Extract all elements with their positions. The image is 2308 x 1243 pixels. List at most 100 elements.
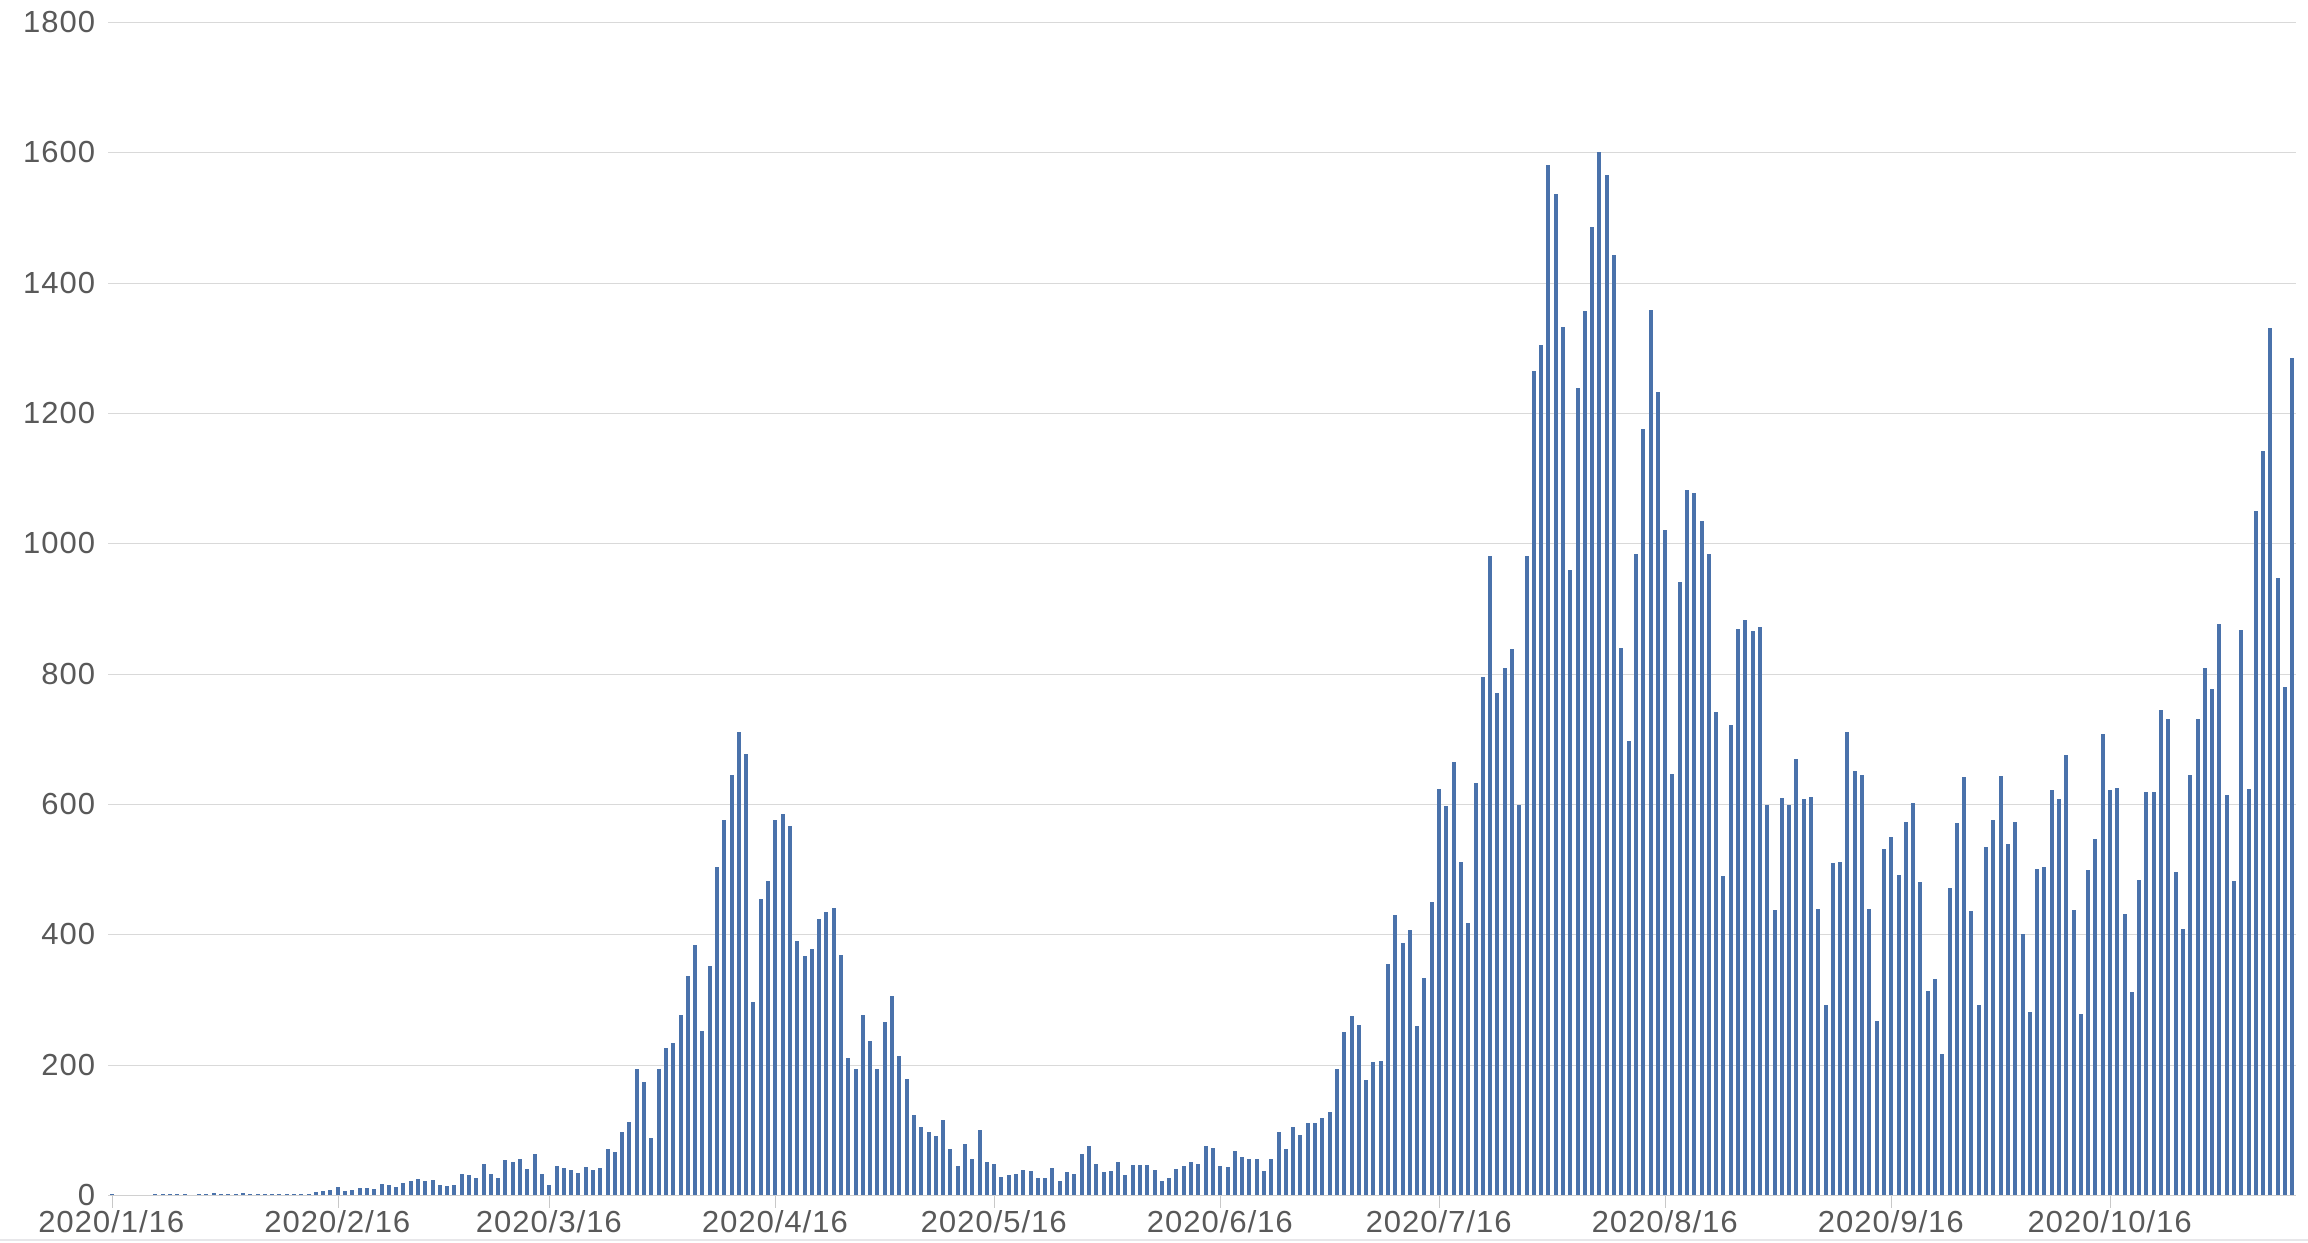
bar-day-197 — [1546, 165, 1551, 1195]
bar-day-77 — [671, 1043, 676, 1195]
x-axis-tick-mark — [337, 1195, 339, 1208]
bar-day-14 — [211, 1193, 216, 1195]
bar-day-186 — [1466, 922, 1471, 1195]
bar-day-212 — [1655, 392, 1660, 1195]
bar-day-275 — [2115, 788, 2120, 1195]
bar-day-214 — [1670, 774, 1675, 1195]
bar-day-8 — [167, 1194, 172, 1195]
bar-day-47 — [452, 1184, 457, 1195]
bar-day-27 — [306, 1193, 311, 1195]
bar-day-160 — [1276, 1132, 1281, 1195]
bar-day-204 — [1597, 151, 1602, 1195]
bar-day-131 — [1065, 1171, 1070, 1195]
bar-day-44 — [430, 1180, 435, 1195]
bar-day-117 — [962, 1143, 967, 1195]
bar-day-148 — [1189, 1162, 1194, 1195]
x-axis-line — [108, 1195, 2296, 1196]
bar-day-193 — [1517, 805, 1522, 1195]
bar-day-144 — [1159, 1181, 1164, 1195]
bar-day-154 — [1232, 1150, 1237, 1195]
gridline-1800 — [108, 22, 2296, 23]
bar-day-119 — [977, 1129, 982, 1195]
bar-day-221 — [1721, 876, 1726, 1195]
y-axis-tick-label: 1400 — [23, 264, 96, 300]
bar-day-255 — [1969, 910, 1974, 1195]
x-axis-tick-label: 2020/3/16 — [475, 1204, 623, 1239]
bar-day-162 — [1291, 1126, 1296, 1195]
bar-day-106 — [882, 1021, 887, 1195]
x-axis-tick-mark — [111, 1195, 113, 1208]
bar-day-86 — [736, 732, 741, 1195]
bar-day-296 — [2268, 327, 2273, 1195]
bar-day-187 — [1473, 783, 1478, 1195]
bar-day-65 — [583, 1166, 588, 1195]
bar-day-123 — [1006, 1174, 1011, 1195]
bar-day-274 — [2108, 790, 2113, 1195]
bar-day-181 — [1429, 901, 1434, 1195]
bar-day-271 — [2086, 869, 2091, 1195]
y-axis-tick-label: 1600 — [23, 134, 96, 170]
bar-day-15 — [219, 1193, 224, 1195]
bar-day-24 — [284, 1193, 289, 1195]
bar-day-210 — [1641, 428, 1646, 1195]
bar-day-279 — [2144, 792, 2149, 1195]
bar-day-178 — [1407, 929, 1412, 1195]
bar-day-230 — [1787, 804, 1792, 1195]
bar-day-229 — [1779, 798, 1784, 1195]
x-axis-tick-mark — [775, 1195, 777, 1208]
y-axis-tick-label: 200 — [41, 1046, 96, 1082]
bar-day-104 — [868, 1041, 873, 1195]
bar-day-263 — [2027, 1011, 2032, 1195]
bar-day-10 — [182, 1194, 187, 1195]
bar-day-110 — [911, 1114, 916, 1195]
bar-day-291 — [2232, 880, 2236, 1195]
bar-day-156 — [1247, 1158, 1252, 1195]
x-axis-tick-mark — [549, 1195, 551, 1208]
bar-day-7 — [160, 1194, 165, 1195]
bar-day-66 — [591, 1169, 595, 1195]
bar-day-56 — [518, 1159, 523, 1195]
bar-day-297 — [2275, 577, 2280, 1195]
bar-day-149 — [1196, 1164, 1201, 1195]
x-axis-tick-mark — [1439, 1195, 1441, 1208]
bar-day-251 — [1940, 1054, 1945, 1195]
x-axis-tick-mark — [2110, 1195, 2112, 1208]
bar-day-60 — [547, 1185, 552, 1195]
bar-day-138 — [1116, 1162, 1121, 1195]
bar-day-111 — [919, 1126, 924, 1195]
bar-day-286 — [2195, 718, 2200, 1195]
bar-day-87 — [744, 753, 749, 1195]
bar-day-188 — [1480, 676, 1485, 1195]
bar-day-208 — [1626, 740, 1631, 1195]
bar-day-98 — [824, 912, 829, 1195]
bar-day-121 — [992, 1163, 997, 1195]
x-axis-tick-label: 2020/5/16 — [920, 1204, 1068, 1239]
bar-day-25 — [291, 1194, 296, 1195]
bar-day-254 — [1962, 777, 1967, 1195]
bar-day-29 — [321, 1191, 326, 1195]
bar-day-120 — [984, 1161, 989, 1195]
bar-day-241 — [1867, 908, 1872, 1195]
bar-day-136 — [1101, 1172, 1106, 1195]
bar-day-198 — [1553, 194, 1558, 1195]
bar-day-299 — [2290, 358, 2295, 1195]
gridline-200 — [108, 1064, 2296, 1066]
bar-day-6 — [153, 1194, 158, 1195]
gridline-1400 — [108, 282, 2296, 284]
bar-day-49 — [467, 1174, 472, 1195]
bar-day-128 — [1043, 1178, 1048, 1195]
bar-day-267 — [2056, 799, 2061, 1195]
bar-day-101 — [846, 1058, 851, 1195]
gridline-600 — [108, 804, 2296, 805]
bar-day-205 — [1604, 175, 1609, 1195]
bar-day-285 — [2188, 775, 2193, 1195]
bar-day-224 — [1743, 619, 1748, 1195]
bar-day-114 — [941, 1120, 946, 1195]
bar-day-261 — [2013, 821, 2018, 1195]
bar-day-45 — [437, 1185, 442, 1195]
bar-day-247 — [1911, 803, 1916, 1195]
bar-day-170 — [1349, 1016, 1354, 1195]
bar-day-219 — [1706, 554, 1711, 1195]
bar-day-20 — [255, 1194, 260, 1195]
bar-day-242 — [1874, 1021, 1879, 1195]
